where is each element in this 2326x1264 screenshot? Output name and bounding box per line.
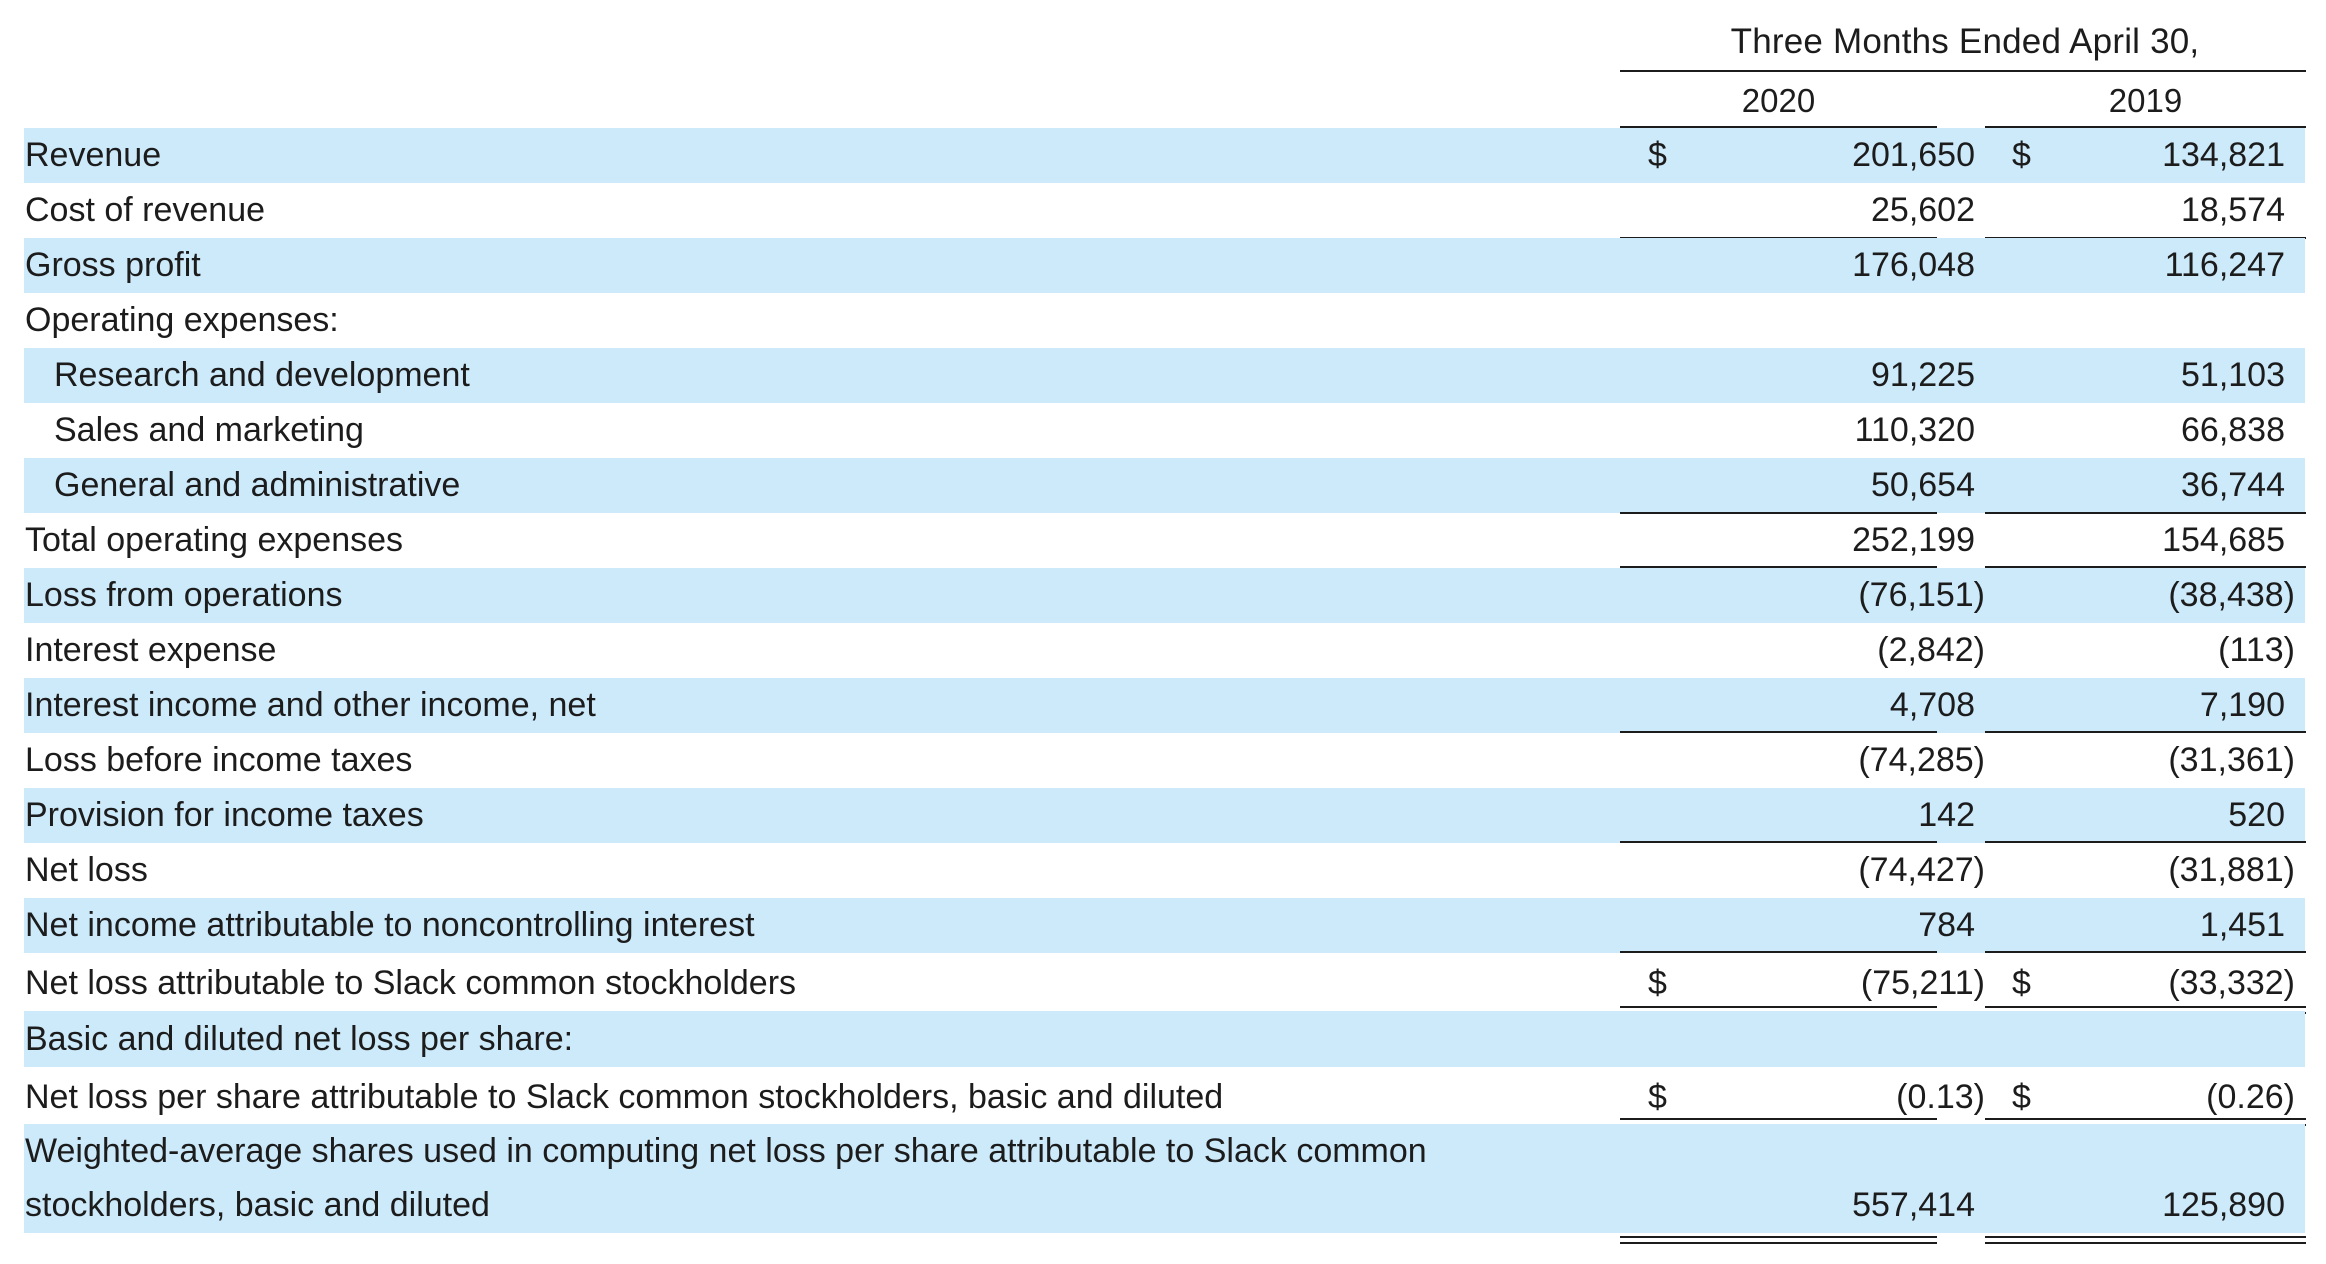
currency-symbol-2020: $ [1648, 964, 1667, 1002]
value-2020: 4,708 [1889, 686, 1975, 724]
row-label: Cost of revenue [25, 191, 266, 229]
value-2020: 252,199 [1852, 521, 1975, 559]
statement-row-revenue: Revenue $ 201,650 $ 134,821 [24, 128, 2305, 183]
row-label: Loss before income taxes [25, 741, 413, 779]
value-2019: 1,451 [2199, 906, 2285, 944]
value-2019: (113) [2218, 631, 2295, 669]
statement-row-net-loss: Net loss (74,427) (31,881) [24, 843, 2305, 898]
row-label: Operating expenses: [25, 301, 339, 339]
subtotal-rule [1985, 731, 2306, 733]
value-2019: 116,247 [2164, 246, 2285, 284]
row-label: Interest expense [25, 631, 277, 669]
year-2020-underline [1620, 126, 1937, 128]
statement-row-general-and-administrative: General and administrative 50,654 36,744 [24, 458, 2305, 513]
statement-row-weighted-average-shares: Weighted-average shares used in computin… [24, 1124, 2305, 1233]
statement-row-net-loss-attributable: Net loss attributable to Slack common st… [24, 953, 2305, 1011]
statement-row-loss-before-income-taxes: Loss before income taxes (74,285) (31,36… [24, 733, 2305, 788]
value-2019: 520 [2228, 796, 2285, 834]
row-label: Loss from operations [25, 576, 343, 614]
value-2019: 7,190 [2199, 686, 2285, 724]
value-2019: 36,744 [2181, 466, 2285, 504]
value-2020: 176,048 [1852, 246, 1975, 284]
total-double-rule [1620, 1236, 1937, 1244]
currency-symbol-2020: $ [1648, 1078, 1667, 1116]
value-2020: 25,602 [1871, 191, 1975, 229]
subtotal-rule [1985, 951, 2306, 953]
statement-row-noncontrolling-interest: Net income attributable to noncontrollin… [24, 898, 2305, 953]
value-2020: 91,225 [1871, 356, 1975, 394]
subtotal-rule [1985, 512, 2306, 514]
row-label: Interest income and other income, net [25, 686, 596, 724]
value-2020: (76,151) [1858, 576, 1985, 614]
row-label: Sales and marketing [54, 411, 364, 449]
value-2020: 201,650 [1852, 136, 1975, 174]
statement-row-interest-expense: Interest expense (2,842) (113) [24, 623, 2305, 678]
row-label: Weighted-average shares used in computin… [25, 1132, 1427, 1224]
subtotal-rule [1985, 566, 2306, 568]
value-2019: 18,574 [2181, 191, 2285, 229]
total-double-rule [1985, 1236, 2306, 1244]
row-label: Net loss per share attributable to Slack… [25, 1078, 1224, 1116]
statement-row-operating-expenses-heading: Operating expenses: [24, 293, 2305, 348]
currency-symbol-2019: $ [2012, 1078, 2031, 1116]
row-label: Gross profit [25, 246, 201, 284]
value-2019: (38,438) [2168, 576, 2295, 614]
subtotal-rule [1620, 512, 1937, 514]
subtotal-rule [1620, 731, 1937, 733]
row-label: Basic and diluted net loss per share: [25, 1020, 574, 1058]
value-2019: (31,881) [2168, 851, 2295, 889]
statement-row-sales-and-marketing: Sales and marketing 110,320 66,838 [24, 403, 2305, 458]
subtotal-rule [1620, 566, 1937, 568]
value-2020: (74,427) [1858, 851, 1985, 889]
value-2019: (33,332) [2168, 964, 2295, 1002]
row-label: Research and development [54, 356, 470, 394]
subtotal-rule [1620, 841, 1937, 843]
value-2019: (31,361) [2168, 741, 2295, 779]
currency-symbol-2019: $ [2012, 136, 2031, 174]
year-header-2020: 2020 [1741, 82, 1816, 119]
subtotal-rule [1985, 841, 2306, 843]
value-2020: 557,414 [1852, 1186, 1975, 1224]
value-2020: (2,842) [1877, 631, 1985, 669]
value-2019: 134,821 [2162, 136, 2285, 174]
value-2019: 66,838 [2181, 411, 2285, 449]
statement-row-loss-from-operations: Loss from operations (76,151) (38,438) [24, 568, 2305, 623]
statement-row-cost-of-revenue: Cost of revenue 25,602 18,574 [24, 183, 2305, 238]
subtotal-rule [1620, 951, 1937, 953]
statement-row-research-and-development: Research and development 91,225 51,103 [24, 348, 2305, 403]
value-2019: (0.26) [2206, 1078, 2295, 1116]
row-label: General and administrative [54, 466, 461, 504]
currency-symbol-2019: $ [2012, 964, 2031, 1002]
value-2020: 110,320 [1854, 411, 1975, 449]
value-2019: 51,103 [2181, 356, 2285, 394]
row-label: Net loss [25, 851, 148, 889]
year-2019-underline [1985, 126, 2306, 128]
row-label: Total operating expenses [25, 521, 404, 559]
statement-row-per-share-heading: Basic and diluted net loss per share: [24, 1011, 2305, 1067]
year-header-2019: 2019 [2108, 82, 2183, 119]
value-2020: (74,285) [1858, 741, 1985, 779]
period-header: Three Months Ended April 30, [1730, 22, 2200, 61]
row-label: Net loss attributable to Slack common st… [25, 964, 797, 1002]
statement-row-total-operating-expenses: Total operating expenses 252,199 154,685 [24, 513, 2305, 568]
value-2020: 142 [1918, 796, 1975, 834]
currency-symbol-2020: $ [1648, 136, 1667, 174]
value-2020: 50,654 [1871, 466, 1975, 504]
value-2019: 125,890 [2162, 1186, 2285, 1224]
value-2020: (0.13) [1896, 1078, 1985, 1116]
statement-row-interest-income-and-other: Interest income and other income, net 4,… [24, 678, 2305, 733]
header-underline [1620, 70, 2306, 72]
statement-row-net-loss-per-share: Net loss per share attributable to Slack… [24, 1067, 2305, 1124]
value-2020: (75,211) [1860, 964, 1985, 1002]
value-2020: 784 [1918, 906, 1975, 944]
row-label: Net income attributable to noncontrollin… [25, 906, 755, 944]
value-2019: 154,685 [2162, 521, 2285, 559]
statement-row-provision-for-income-taxes: Provision for income taxes 142 520 [24, 788, 2305, 843]
statement-row-gross-profit: Gross profit 176,048 116,247 [24, 238, 2305, 293]
row-label: Provision for income taxes [25, 796, 424, 834]
row-label: Revenue [25, 136, 162, 174]
